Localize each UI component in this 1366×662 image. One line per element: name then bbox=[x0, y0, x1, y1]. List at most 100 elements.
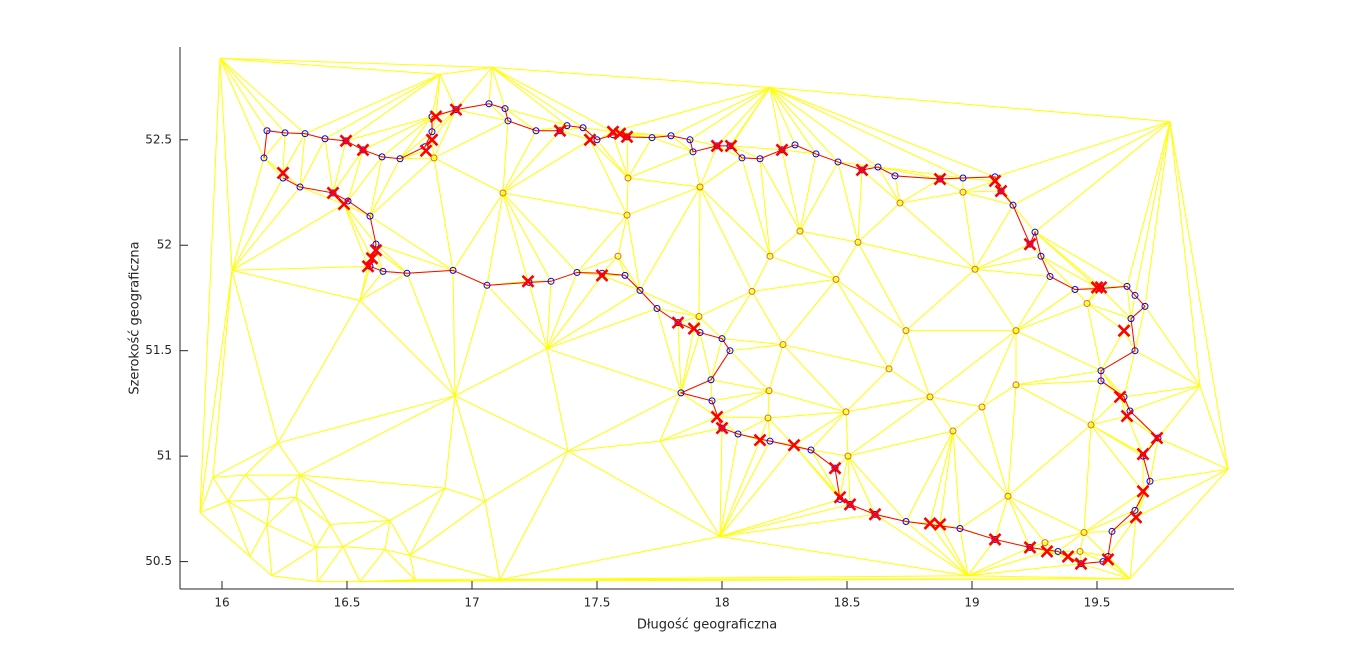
mesh-edge bbox=[877, 166, 964, 179]
mesh-edge bbox=[435, 74, 441, 117]
point-marker bbox=[1141, 302, 1149, 310]
point-marker bbox=[765, 387, 773, 395]
mesh-edge bbox=[721, 291, 753, 339]
mesh-edge bbox=[359, 272, 408, 301]
mesh-edge bbox=[716, 390, 770, 418]
mesh-edge bbox=[929, 396, 954, 432]
mesh-edge bbox=[626, 177, 629, 216]
mesh-edge bbox=[994, 496, 1009, 540]
mesh-edge bbox=[952, 431, 961, 529]
mesh-edge bbox=[768, 390, 847, 413]
cross-marker bbox=[449, 103, 463, 117]
mesh-edge bbox=[277, 300, 361, 444]
mesh-edge bbox=[952, 430, 1009, 497]
mesh-edge bbox=[409, 487, 446, 556]
point-marker bbox=[1012, 381, 1020, 389]
cross-marker bbox=[1117, 324, 1131, 338]
mesh-edge bbox=[741, 157, 771, 257]
mesh-edge bbox=[767, 390, 770, 418]
point-marker bbox=[501, 105, 509, 113]
mesh-edge bbox=[639, 186, 701, 291]
point-marker bbox=[1131, 291, 1139, 299]
point-marker bbox=[532, 127, 540, 135]
mesh-edge bbox=[939, 430, 954, 525]
cross-marker bbox=[1136, 484, 1150, 498]
mesh-edge bbox=[433, 157, 504, 194]
mesh-edge bbox=[719, 440, 771, 537]
mesh-edge bbox=[362, 116, 433, 151]
mesh-edge bbox=[399, 157, 435, 160]
point-marker bbox=[779, 341, 787, 349]
mesh-edge bbox=[837, 161, 859, 243]
mesh-edge bbox=[269, 496, 297, 500]
mesh-edge bbox=[499, 575, 969, 581]
cross-marker bbox=[724, 139, 738, 153]
point-marker bbox=[734, 430, 742, 438]
point-marker bbox=[449, 266, 457, 274]
mesh-edge bbox=[967, 550, 1048, 577]
mesh-edge bbox=[769, 87, 839, 163]
mesh-edge bbox=[359, 549, 386, 582]
mesh-edge bbox=[212, 474, 246, 478]
point-marker bbox=[1012, 327, 1020, 335]
mesh-edge bbox=[894, 175, 901, 204]
mesh-edge bbox=[231, 265, 369, 271]
mesh-edge bbox=[857, 202, 901, 243]
point-marker bbox=[556, 127, 564, 135]
point-marker bbox=[1071, 286, 1079, 294]
mesh-edge bbox=[781, 149, 801, 232]
mesh-edge bbox=[502, 130, 537, 194]
mesh-edge bbox=[399, 150, 427, 160]
mesh-edge bbox=[899, 202, 976, 270]
mesh-edge bbox=[799, 153, 817, 232]
mesh-edge bbox=[1126, 415, 1144, 455]
point-marker bbox=[653, 305, 661, 313]
mesh-edge bbox=[1100, 370, 1125, 398]
mesh-edge bbox=[329, 524, 344, 547]
mesh-edge bbox=[810, 411, 847, 451]
point-marker bbox=[854, 238, 862, 246]
point-marker bbox=[1123, 282, 1131, 290]
mesh-edge bbox=[384, 520, 391, 550]
cross-marker bbox=[1040, 545, 1054, 558]
mesh-edge bbox=[502, 192, 529, 282]
mesh-edge bbox=[1157, 437, 1229, 470]
mesh-edge bbox=[1034, 121, 1171, 233]
mesh-edge bbox=[454, 395, 569, 452]
mesh-edge bbox=[1090, 380, 1102, 426]
point-marker bbox=[1108, 527, 1116, 535]
point-marker bbox=[689, 148, 697, 156]
mesh-edge bbox=[343, 203, 369, 267]
mesh-edge bbox=[431, 74, 441, 117]
mesh-edge bbox=[716, 416, 769, 419]
mesh-edge bbox=[219, 58, 265, 159]
point-marker bbox=[1087, 421, 1095, 429]
mesh-edge bbox=[488, 67, 493, 104]
mesh-edge bbox=[698, 290, 753, 317]
mesh-edge bbox=[962, 180, 996, 193]
mesh-edge bbox=[1015, 370, 1102, 386]
mesh-edge bbox=[282, 132, 286, 173]
mesh-edge bbox=[567, 450, 721, 537]
mesh-edge bbox=[231, 269, 361, 301]
cross-marker bbox=[933, 172, 947, 186]
point-marker bbox=[1131, 506, 1139, 514]
mesh-edge bbox=[929, 330, 1017, 398]
mesh-edge bbox=[433, 120, 509, 159]
mesh-edge bbox=[659, 440, 721, 537]
mesh-edge bbox=[1123, 385, 1201, 398]
mesh-edge bbox=[974, 269, 1017, 331]
cross-marker bbox=[1023, 237, 1037, 251]
mesh-edge bbox=[929, 430, 954, 524]
mesh-edge bbox=[502, 192, 552, 282]
point-marker bbox=[677, 389, 685, 397]
triangulation bbox=[199, 57, 1229, 583]
cross-marker bbox=[595, 268, 609, 282]
mesh-edge bbox=[656, 308, 700, 318]
mesh-edge bbox=[263, 132, 286, 159]
mesh-edge bbox=[677, 316, 700, 324]
mesh-edge bbox=[719, 433, 739, 537]
cross-marker bbox=[933, 518, 947, 531]
mesh-edge bbox=[799, 230, 837, 280]
mesh-edge bbox=[1040, 255, 1076, 290]
